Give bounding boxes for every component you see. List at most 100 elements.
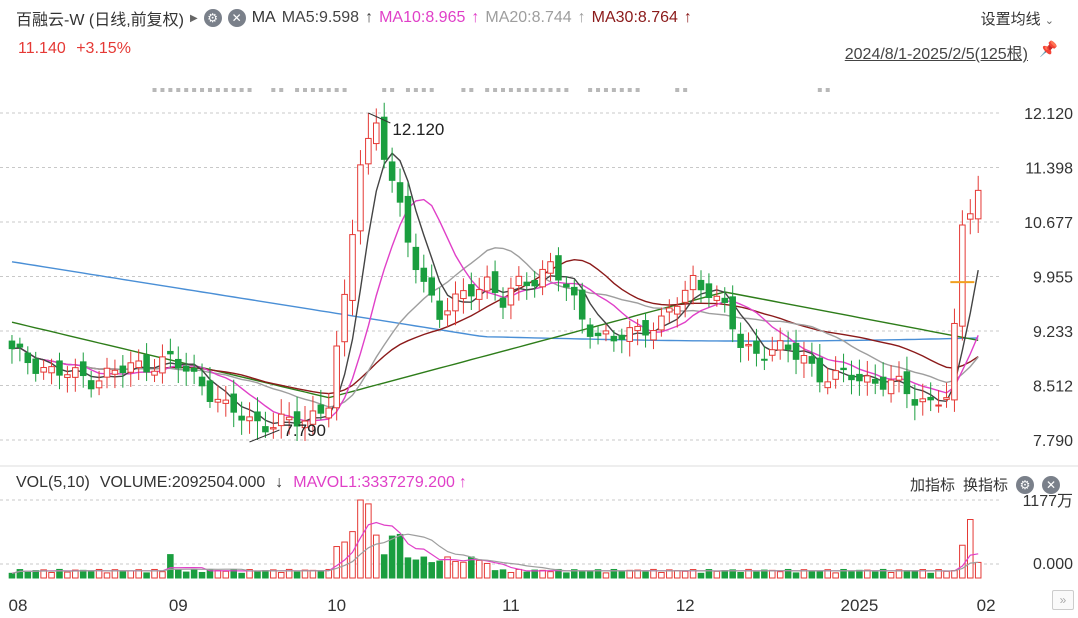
candle-up: [159, 356, 166, 374]
volume-bar-up: [460, 561, 467, 579]
mavol1-value: MAVOL1:3337279.200: [293, 474, 455, 491]
volume-bar-down: [206, 569, 214, 579]
volume-arrow: ↓: [275, 474, 284, 491]
x-tick-label: 2025: [840, 596, 878, 615]
close-icon[interactable]: ✕: [227, 9, 246, 27]
volume-bar-up: [222, 570, 230, 579]
play-triangle-icon[interactable]: ▶: [189, 12, 198, 24]
event-marker: [160, 88, 165, 92]
y-tick-label: 7.790: [1033, 433, 1073, 450]
candle-up: [222, 399, 230, 404]
candle-down: [784, 344, 792, 350]
volume-bar-down: [808, 570, 816, 579]
volume-bar-down: [16, 569, 24, 579]
volume-bar-down: [436, 560, 443, 579]
volume-bar-up: [689, 569, 697, 579]
high-annotation: 12.120: [392, 120, 444, 139]
volume-bar-up: [650, 568, 657, 579]
candle-down: [523, 281, 531, 287]
y-tick-label: 12.120: [1024, 106, 1073, 123]
candle-down: [848, 374, 855, 381]
pin-icon[interactable]: 📌: [1039, 41, 1058, 58]
volume-bar-up: [365, 503, 372, 579]
volume-bar-down: [721, 570, 729, 579]
volume-bar-down: [903, 570, 911, 579]
switch-indicator-button[interactable]: 换指标: [962, 477, 1008, 494]
candle-up: [72, 367, 79, 378]
candle-up: [309, 410, 317, 425]
gear-icon[interactable]: ⚙: [203, 9, 222, 27]
candle-down: [16, 343, 24, 348]
ma10-value: MA10:8.965: [379, 9, 466, 26]
volume-bar-down: [428, 562, 435, 579]
date-range[interactable]: 2024/8/1-2025/2/5(125根): [844, 46, 1028, 63]
candle-up: [127, 362, 135, 373]
volume-bar-up: [824, 569, 831, 579]
candle-up: [919, 398, 927, 403]
candle-down: [8, 340, 16, 350]
candle-up: [634, 325, 641, 332]
candle-down: [119, 365, 127, 374]
volume-bar-down: [404, 557, 412, 579]
candle-up: [951, 322, 958, 401]
candle-up: [959, 224, 966, 327]
volume-bar-up: [769, 569, 776, 579]
candle-up: [673, 305, 681, 315]
volume-bar-down: [792, 572, 800, 579]
volume-bar-up: [745, 568, 752, 579]
volume-bar-up: [95, 568, 103, 579]
y-tick-label: 11.398: [1025, 161, 1073, 178]
candle-up: [357, 164, 364, 232]
candle-down: [317, 404, 325, 414]
event-marker: [342, 88, 347, 92]
candle-down: [87, 380, 95, 390]
annotations: 12.120 7.790: [249, 112, 975, 443]
vol-zero-label: 0.000: [1033, 556, 1073, 573]
candle-up: [974, 189, 982, 220]
gear-icon[interactable]: ⚙: [1016, 475, 1034, 494]
close-icon[interactable]: ✕: [1042, 475, 1060, 494]
volume-bar-down: [729, 569, 736, 579]
grid-lines: [0, 112, 1078, 467]
volume-bar-up: [681, 570, 689, 579]
candles: [8, 102, 982, 442]
add-indicator-button[interactable]: 加指标: [909, 477, 955, 494]
volume-bar-up: [666, 569, 673, 579]
event-marker: [825, 88, 830, 92]
volume-bar-up: [301, 569, 309, 579]
event-marker: [326, 88, 331, 92]
candle-down: [705, 283, 713, 299]
ma20-arrow: ↑: [577, 9, 586, 26]
event-marker: [603, 88, 608, 92]
volume-bar-down: [175, 569, 182, 579]
volume-bar-down: [412, 559, 420, 579]
volume-bar-down: [761, 569, 768, 579]
candle-up: [666, 307, 673, 313]
volume-bar-up: [547, 571, 554, 579]
event-marker: [192, 88, 197, 92]
volume-bar-down: [705, 569, 713, 579]
event-marker: [413, 88, 418, 92]
change-percent: +3.15%: [76, 40, 131, 57]
double-chevron-right-icon[interactable]: »: [1052, 590, 1074, 610]
low-annotation: 7.790: [283, 421, 326, 440]
candle-up: [214, 398, 222, 403]
event-marker: [635, 88, 640, 92]
candle-up: [444, 310, 451, 316]
ma10-arrow: ↑: [471, 9, 480, 26]
chevron-down-icon: ⌄: [1044, 15, 1054, 27]
event-marker: [532, 88, 537, 92]
candle-down: [499, 297, 507, 308]
volume-bar-up: [713, 570, 721, 579]
volume-bar-up: [452, 560, 459, 579]
vol-max-label: 1177万: [1023, 493, 1073, 510]
event-marker: [247, 88, 252, 92]
volume-bar-down: [911, 570, 919, 579]
candle-down: [56, 360, 63, 376]
candle-up: [681, 289, 689, 303]
volume-bar-down: [571, 569, 578, 579]
candle-down: [230, 393, 237, 413]
event-marker: [675, 88, 680, 92]
ma-settings-button[interactable]: 设置均线 ⌄: [981, 8, 1054, 29]
